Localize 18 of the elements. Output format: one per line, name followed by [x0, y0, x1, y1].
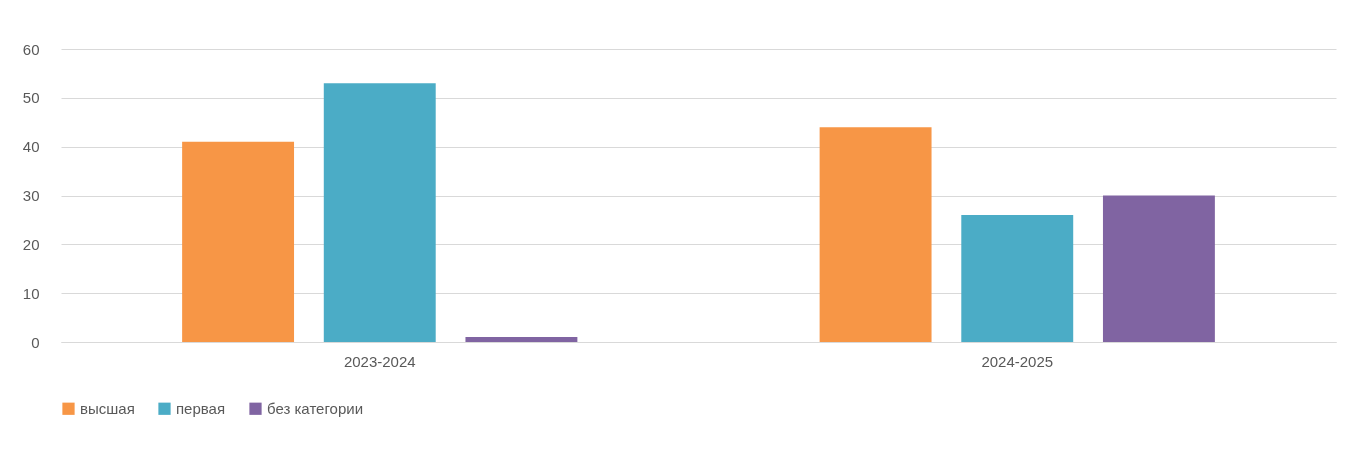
- x-tick-label: 2023-2024: [343, 352, 416, 370]
- x-tick-label: 2024-2025: [981, 352, 1054, 370]
- bar: [819, 127, 932, 342]
- y-tick-label: 30: [22, 187, 40, 204]
- bar: [1102, 195, 1215, 342]
- bar: [182, 141, 295, 342]
- y-tick-label: 50: [22, 89, 40, 107]
- legend-label: первая: [176, 399, 226, 417]
- y-tick-label: 20: [22, 235, 40, 253]
- legend-label: высшая: [80, 399, 135, 417]
- legend-label: без категории: [267, 399, 364, 417]
- bar: [465, 337, 578, 342]
- bar: [961, 215, 1074, 342]
- y-tick-label: 0: [31, 333, 40, 351]
- y-tick-label: 10: [22, 284, 40, 302]
- y-tick-label: 60: [22, 40, 40, 58]
- bar: [323, 83, 436, 342]
- y-tick-label: 40: [22, 138, 40, 156]
